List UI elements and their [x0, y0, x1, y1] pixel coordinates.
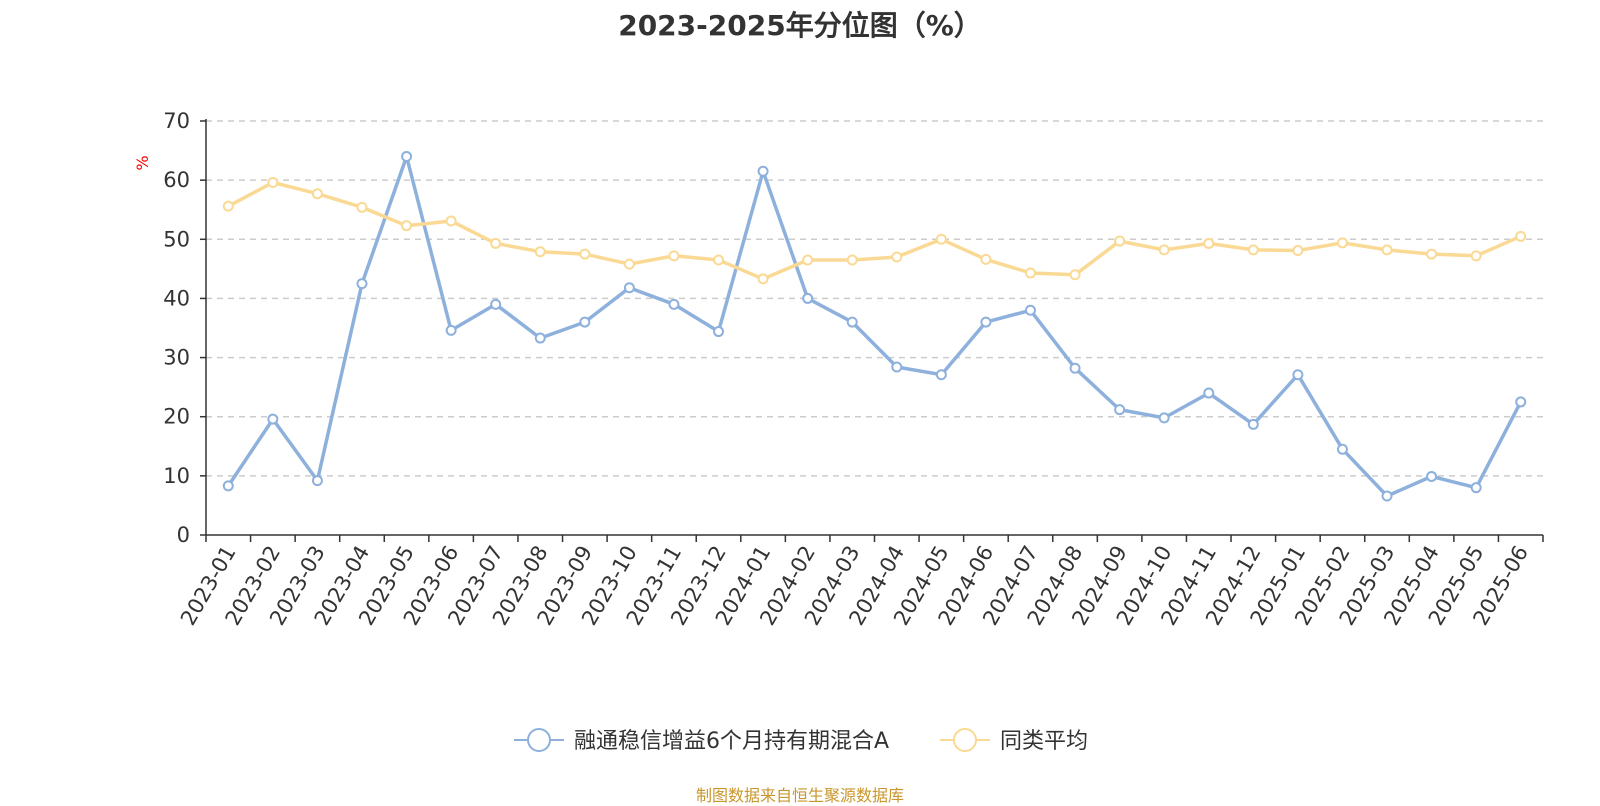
data-point — [1247, 244, 1259, 256]
y-tick-label: 10 — [163, 464, 190, 488]
data-point — [222, 200, 234, 212]
series-line-0 — [226, 154, 1523, 498]
data-point — [534, 332, 546, 344]
data-point — [1203, 387, 1215, 399]
data-point — [267, 413, 279, 425]
data-point — [356, 278, 368, 290]
data-point — [1158, 412, 1170, 424]
y-tick-label: 0 — [177, 523, 190, 547]
chart-title: 2023-2025年分位图（%） — [618, 9, 982, 42]
data-point — [1024, 267, 1036, 279]
series-line-1 — [227, 180, 1522, 281]
data-point — [579, 248, 591, 260]
data-point — [222, 480, 234, 492]
data-point — [891, 361, 903, 373]
data-point — [1426, 248, 1438, 260]
data-point — [1069, 362, 1081, 374]
data-point — [1470, 482, 1482, 494]
data-point — [623, 282, 635, 294]
data-point — [891, 251, 903, 263]
source-note: 制图数据来自恒生聚源数据库 — [695, 786, 904, 805]
data-point — [534, 246, 546, 258]
data-point — [802, 292, 814, 304]
data-point — [1470, 250, 1482, 262]
data-point — [980, 316, 992, 328]
data-point — [1114, 404, 1126, 416]
y-tick-label: 40 — [163, 286, 190, 310]
y-tick-label: 50 — [163, 227, 190, 251]
data-point — [1381, 490, 1393, 502]
data-point — [757, 165, 769, 177]
data-point — [935, 233, 947, 245]
data-point — [802, 254, 814, 266]
data-point — [1292, 245, 1304, 257]
data-point — [1381, 244, 1393, 256]
data-point — [267, 177, 279, 189]
data-point — [935, 369, 947, 381]
data-point — [1292, 369, 1304, 381]
data-point — [1426, 470, 1438, 482]
data-point — [445, 324, 457, 336]
data-point — [713, 326, 725, 338]
y-tick-label: 20 — [163, 405, 190, 429]
data-point — [846, 254, 858, 266]
data-point — [1069, 269, 1081, 281]
data-point — [490, 237, 502, 249]
data-point — [980, 253, 992, 265]
data-point — [1515, 230, 1527, 242]
data-point — [668, 298, 680, 310]
data-point — [623, 258, 635, 270]
legend-label: 融通稳信增益6个月持有期混合A — [574, 729, 889, 754]
y-axis-label: % — [133, 155, 152, 170]
legend: 融通稳信增益6个月持有期混合A 同类平均 — [514, 728, 1088, 754]
y-tick-label: 60 — [163, 168, 190, 192]
data-point — [311, 188, 323, 200]
axes: 010203040506070%2023-012023-022023-03202… — [133, 109, 1544, 629]
legend-label: 同类平均 — [1000, 729, 1088, 754]
data-point — [1336, 443, 1348, 455]
data-point — [401, 150, 413, 162]
data-point — [401, 220, 413, 232]
data-point — [445, 215, 457, 227]
data-point — [579, 316, 591, 328]
data-point — [1515, 396, 1527, 408]
legend-marker — [527, 728, 551, 752]
data-point — [668, 250, 680, 262]
y-tick-label: 70 — [163, 109, 190, 133]
data-point — [757, 273, 769, 285]
data-point — [1158, 244, 1170, 256]
grid-lines — [206, 120, 1543, 477]
data-point — [1024, 304, 1036, 316]
data-point — [1114, 235, 1126, 247]
data-point — [846, 316, 858, 328]
data-point — [1203, 237, 1215, 249]
data-point — [311, 475, 323, 487]
data-point — [713, 254, 725, 266]
y-tick-label: 30 — [163, 346, 190, 370]
data-point — [356, 201, 368, 213]
data-point — [1247, 418, 1259, 430]
legend-marker — [953, 728, 977, 752]
series-lines — [222, 150, 1527, 502]
data-point — [1336, 237, 1348, 249]
data-point — [490, 298, 502, 310]
